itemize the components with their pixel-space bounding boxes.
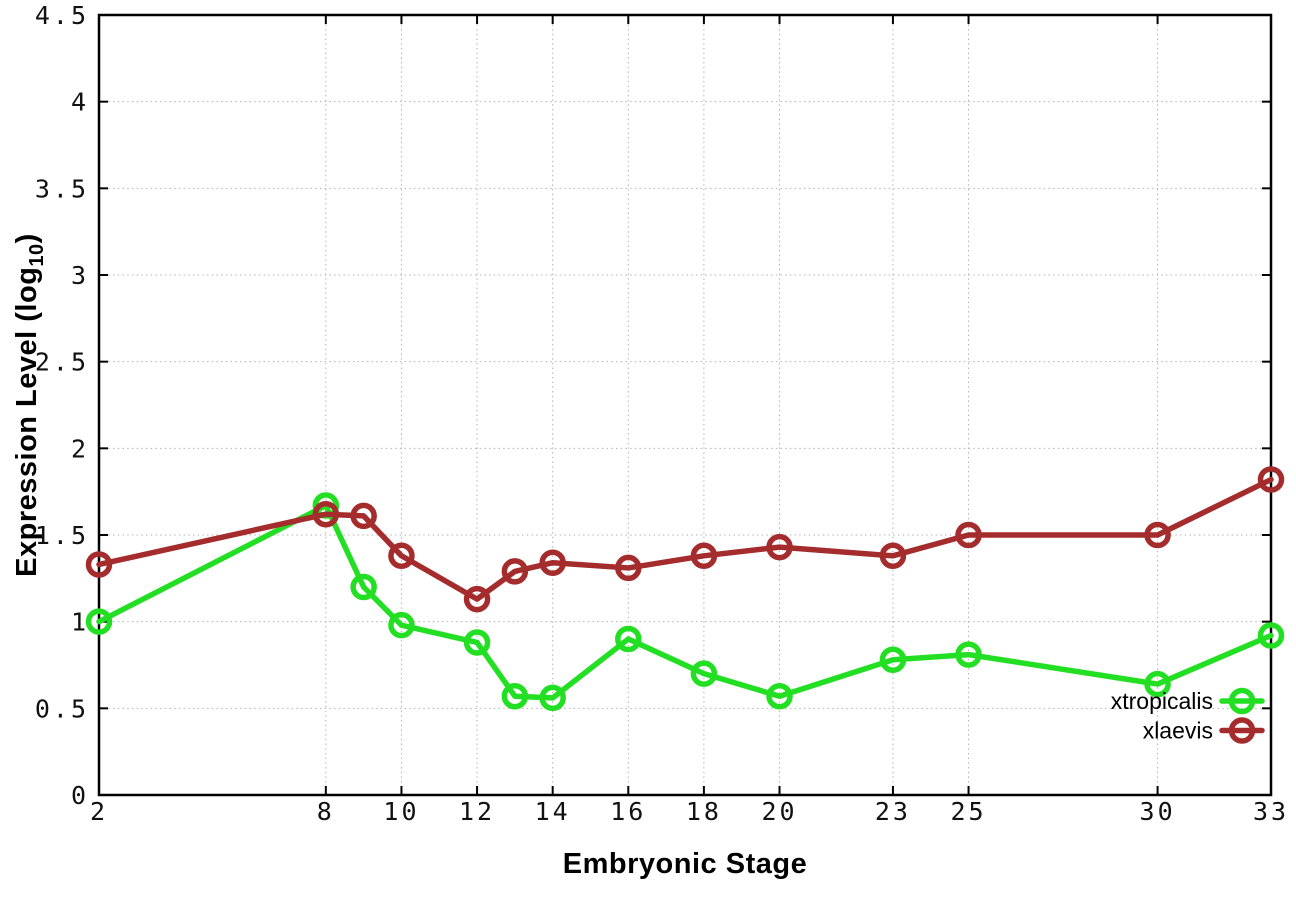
y-tick-label: 0 bbox=[71, 781, 89, 810]
x-tick-label: 12 bbox=[459, 797, 495, 826]
y-tick-label: 3 bbox=[71, 261, 89, 290]
y-tick-label: 1 bbox=[71, 608, 89, 637]
y-tick-label: 0.5 bbox=[35, 694, 89, 723]
y-axis-title: Expression Level (log10) bbox=[11, 233, 49, 577]
x-tick-label: 30 bbox=[1140, 797, 1176, 826]
series-xtropicalis-point bbox=[539, 684, 566, 712]
series-xtropicalis-point bbox=[955, 641, 982, 668]
x-tick-label: 2 bbox=[90, 797, 108, 826]
x-axis-title: Embryonic Stage bbox=[562, 848, 808, 880]
legend-label-xtropicalis: xtropicalis bbox=[1111, 688, 1213, 714]
y-axis-title-text: Expression Level (log bbox=[11, 266, 43, 577]
series-xtropicalis-point bbox=[501, 682, 529, 710]
series-xtropicalis-point bbox=[85, 608, 113, 635]
series-xlaevis-line bbox=[96, 476, 1274, 602]
legend-label-xlaevis: xlaevis bbox=[1143, 718, 1213, 744]
legend-marker-xtropicalis bbox=[1228, 687, 1256, 715]
y-tick-label: 2 bbox=[71, 434, 89, 463]
series-xlaevis-point bbox=[879, 542, 907, 570]
x-tick-label: 18 bbox=[686, 797, 722, 826]
series-xlaevis-point bbox=[615, 554, 642, 582]
series-xtropicalis-point bbox=[388, 611, 415, 639]
series-xlaevis-point bbox=[690, 542, 718, 570]
series-xtropicalis-point bbox=[879, 646, 907, 674]
series-xlaevis-point bbox=[312, 500, 340, 528]
y-tick-label: 4 bbox=[71, 88, 89, 117]
series-xlaevis-point bbox=[955, 521, 982, 549]
x-tick-label: 16 bbox=[610, 797, 646, 826]
series-xtropicalis-point bbox=[690, 660, 718, 687]
series-xtropicalis-point bbox=[766, 682, 793, 710]
series-xlaevis-point bbox=[766, 533, 793, 561]
series-xlaevis-point bbox=[350, 502, 377, 530]
series-xtropicalis-point bbox=[615, 625, 642, 653]
x-tick-label: 8 bbox=[317, 797, 335, 826]
x-tick-label: 25 bbox=[950, 797, 986, 826]
series-xlaevis-point bbox=[539, 549, 566, 576]
series-xlaevis-point bbox=[1257, 466, 1285, 493]
series-xtropicalis-point bbox=[350, 573, 377, 601]
series-xtropicalis-point bbox=[1257, 622, 1285, 649]
series-xlaevis-point bbox=[388, 542, 415, 570]
y-tick-label: 3.5 bbox=[35, 174, 89, 203]
plot-border bbox=[97, 13, 1273, 797]
series-xlaevis-point bbox=[501, 558, 529, 585]
x-tick-label: 10 bbox=[383, 797, 419, 826]
legend-marker-xlaevis bbox=[1228, 717, 1256, 744]
y-axis-title-suffix: ) bbox=[11, 233, 43, 244]
x-tick-label: 20 bbox=[761, 797, 797, 826]
y-tick-label: 2.5 bbox=[35, 348, 89, 377]
y-tick-label: 1.5 bbox=[35, 521, 89, 550]
x-tick-label: 33 bbox=[1253, 797, 1289, 826]
series-xtropicalis-point bbox=[463, 629, 491, 656]
x-tick-label: 23 bbox=[875, 797, 911, 826]
y-tick-label: 4.5 bbox=[35, 1, 89, 30]
series-xtropicalis-point bbox=[1144, 670, 1171, 698]
x-tick-label: 14 bbox=[535, 797, 571, 826]
series-xlaevis-point bbox=[463, 585, 491, 613]
y-axis-title-subscript: 10 bbox=[26, 243, 48, 267]
series-xlaevis-point bbox=[1144, 521, 1171, 549]
series-xlaevis-point bbox=[85, 551, 113, 578]
